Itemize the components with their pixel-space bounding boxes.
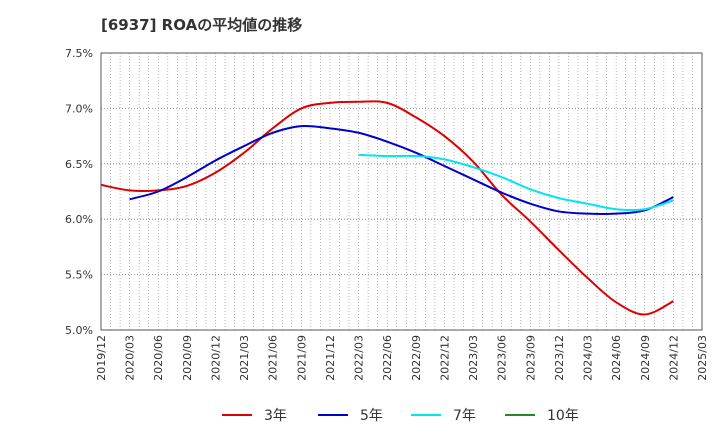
x-tick-label: 2024/03 — [582, 335, 595, 381]
y-tick-label: 6.0% — [65, 213, 93, 226]
y-tick-label: 7.0% — [65, 102, 93, 115]
x-tick-label: 2022/03 — [353, 335, 366, 381]
x-tick-label: 2022/09 — [410, 335, 423, 381]
x-tick-label: 2019/12 — [95, 335, 108, 381]
x-tick-label: 2023/09 — [524, 335, 537, 381]
y-tick-label: 6.5% — [65, 158, 93, 171]
x-tick-label: 2020/12 — [209, 335, 222, 381]
legend-label: 10年 — [547, 408, 579, 424]
x-tick-label: 2021/06 — [267, 335, 280, 381]
legend-item: 3年 — [222, 404, 287, 426]
legend-swatch — [318, 414, 348, 416]
series-line-0 — [100, 100, 674, 316]
x-tick-label: 2023/06 — [496, 335, 509, 381]
x-tick-label: 2024/06 — [610, 335, 623, 381]
legend-label: 3年 — [264, 408, 287, 424]
x-tick-label: 2022/06 — [381, 335, 394, 381]
x-tick-label: 2023/03 — [467, 335, 480, 381]
legend-swatch — [222, 414, 252, 416]
chart-title: [6937] ROAの平均値の推移 — [101, 16, 303, 34]
x-tick-label: 2020/09 — [181, 335, 194, 381]
y-tick-label: 5.5% — [65, 269, 93, 282]
x-tick-label: 2025/03 — [696, 335, 709, 381]
x-tick-label: 2020/06 — [152, 335, 165, 381]
legend-label: 7年 — [453, 408, 476, 424]
x-tick-label: 2024/12 — [667, 335, 680, 381]
x-tick-label: 2021/03 — [238, 335, 251, 381]
x-tick-label: 2024/09 — [639, 335, 652, 381]
x-tick-label: 2023/12 — [553, 335, 566, 381]
legend-swatch — [411, 414, 441, 416]
series-lines — [100, 100, 674, 316]
plot-border — [100, 52, 703, 331]
legend-swatch — [505, 414, 535, 416]
x-tick-label: 2022/12 — [438, 335, 451, 381]
x-tick-label: 2021/12 — [324, 335, 337, 381]
x-tick-label: 2020/03 — [124, 335, 137, 381]
y-axis-ticks: 7.5% 7.0% 6.5% 6.0% 5.5% 5.0% — [65, 47, 93, 337]
series-line-2 — [358, 153, 674, 212]
y-tick-label: 5.0% — [65, 324, 93, 337]
x-tick-label: 2021/09 — [295, 335, 308, 381]
legend: 3年 5年 7年 10年 — [0, 404, 720, 426]
legend-item: 10年 — [505, 404, 579, 426]
y-tick-label: 7.5% — [65, 47, 93, 60]
series-line-1 — [129, 124, 674, 216]
grid — [100, 52, 703, 331]
x-axis-ticks: 2019/12 2020/03 2020/06 2020/09 2020/12 2021/… — [95, 335, 709, 381]
legend-label: 5年 — [360, 408, 383, 424]
legend-item: 7年 — [411, 404, 476, 426]
legend-item: 5年 — [318, 404, 383, 426]
